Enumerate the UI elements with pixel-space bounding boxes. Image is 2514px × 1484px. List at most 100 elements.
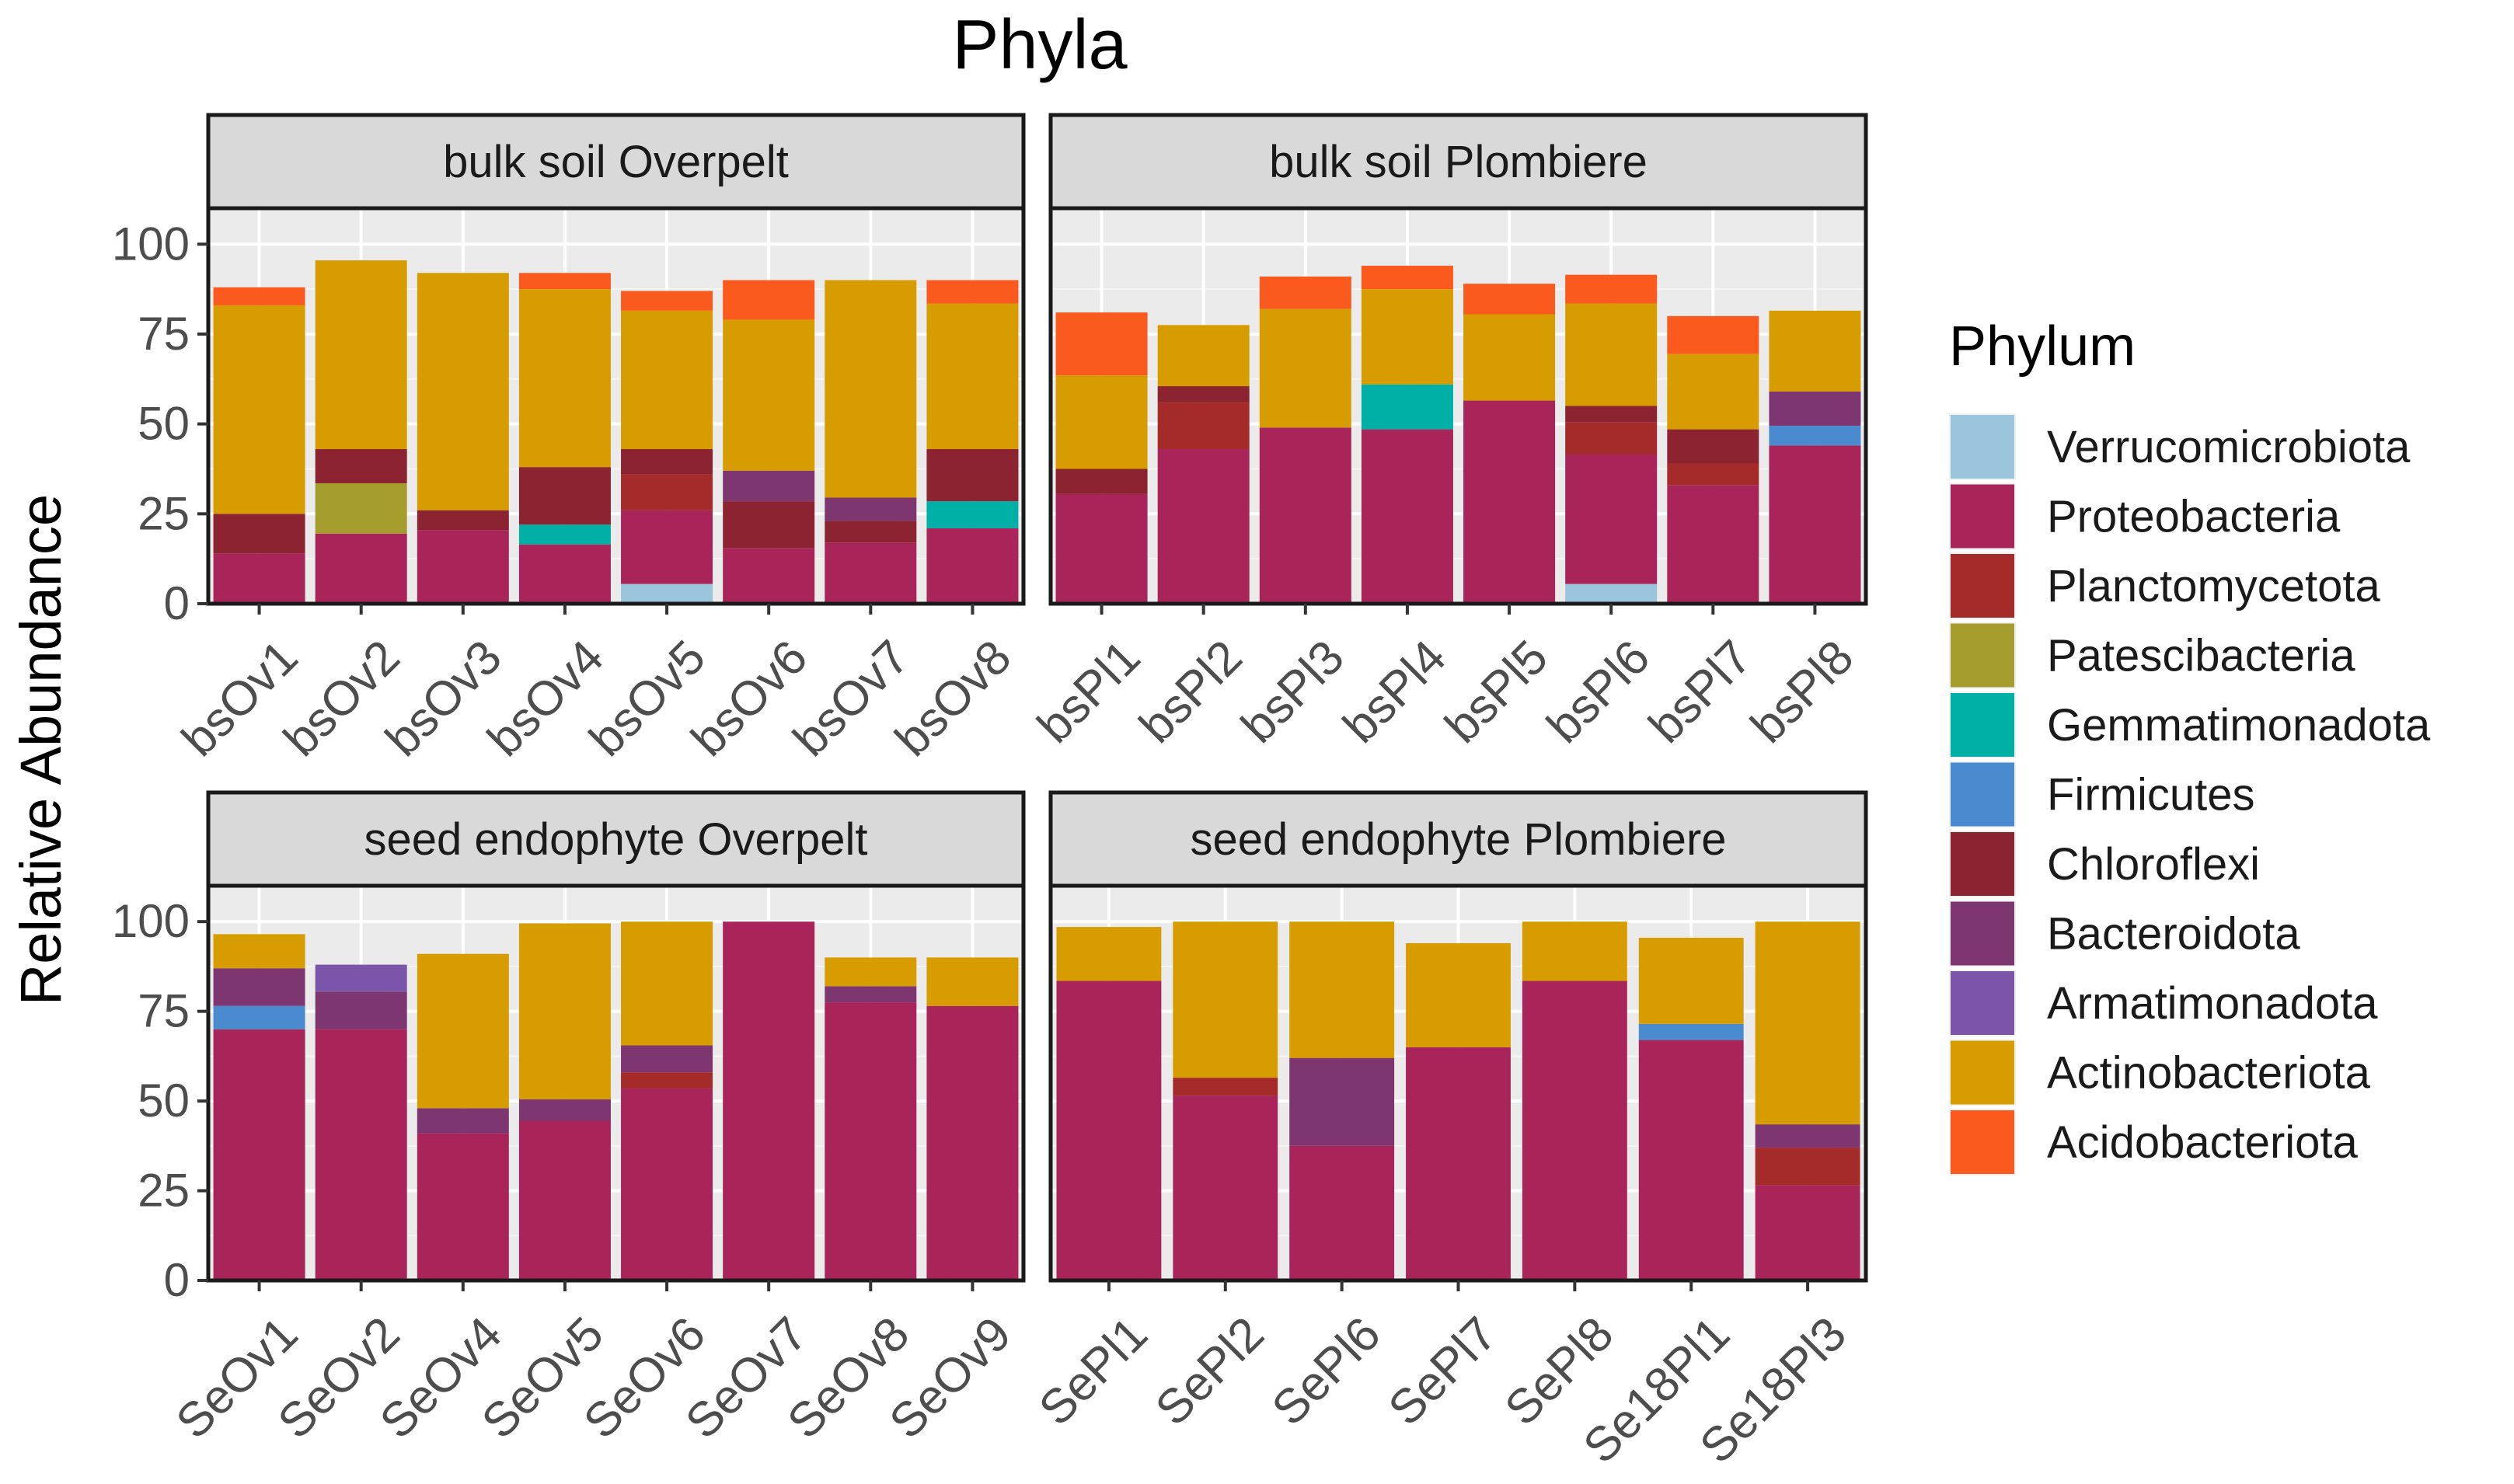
x-tick-label: SePl2 <box>1145 1307 1274 1436</box>
bar-segment <box>621 1088 713 1280</box>
bar-segment <box>926 303 1019 450</box>
bar-segment <box>1755 921 1860 1125</box>
legend-item: Armatimonadota <box>1949 970 2378 1036</box>
bar-bsOv6 <box>723 280 815 604</box>
legend-swatch <box>1951 693 2014 757</box>
panel-3: seed endophyte Overpelt0255075100SeOv1Se… <box>112 790 1026 1449</box>
bar-bsPl2 <box>1157 325 1250 604</box>
bar-segment <box>1259 308 1351 428</box>
bar-segment <box>1565 583 1658 604</box>
y-tick-label: 25 <box>138 487 190 539</box>
bar-segment <box>1289 1145 1395 1280</box>
legend-swatch <box>1951 484 2014 549</box>
bar-Se18Pl3 <box>1755 921 1860 1280</box>
bar-segment <box>1157 402 1250 450</box>
bar-segment <box>621 1045 713 1073</box>
y-tick-label: 75 <box>138 308 190 360</box>
x-tick-label: bsPl8 <box>1741 630 1864 753</box>
bar-segment <box>723 280 815 320</box>
bar-SeOv6 <box>621 921 713 1280</box>
bar-segment <box>1638 1023 1744 1040</box>
bar-segment <box>926 449 1019 502</box>
bar-segment <box>1289 921 1395 1058</box>
bar-bsOv4 <box>518 273 611 604</box>
bar-segment <box>315 482 407 534</box>
x-tick-label: bsOv8 <box>885 630 1022 767</box>
bar-segment <box>1406 1047 1511 1280</box>
bar-segment <box>518 1099 611 1121</box>
bar-segment <box>825 957 917 987</box>
bar-segment <box>1289 1057 1395 1146</box>
x-tick-label: bsPl4 <box>1333 630 1456 753</box>
legend-label: Firmicutes <box>2047 770 2254 820</box>
y-tick-label: 0 <box>164 1254 190 1306</box>
panel-1: bulk soil Overpelt0255075100bsOv1bsOv2bs… <box>112 113 1026 767</box>
bar-segment <box>1667 315 1759 354</box>
legend-label: Planctomycetota <box>2047 561 2381 611</box>
bar-segment <box>621 1072 713 1089</box>
panel-4: seed endophyte Plombiere SePl1SePl2SePl6S… <box>1029 790 1868 1474</box>
bar-segment <box>315 449 407 483</box>
legend-label: Patescibacteria <box>2047 631 2355 681</box>
legend-label: Bacteroidota <box>2047 909 2300 960</box>
bar-segment <box>1565 454 1658 584</box>
bar-segment <box>1361 266 1453 290</box>
legend-label: Proteobacteria <box>2047 492 2341 542</box>
bar-segment <box>621 921 713 1046</box>
bar-segment <box>1755 1124 1860 1148</box>
bar-segment <box>1056 981 1162 1280</box>
bar-segment <box>926 957 1019 1006</box>
x-tick-label: bsPl3 <box>1231 630 1354 753</box>
bar-segment <box>926 1005 1019 1280</box>
bar-bsPl4 <box>1361 266 1453 604</box>
facet-strip <box>206 113 1026 211</box>
bar-bsOv3 <box>417 273 509 604</box>
x-tick-label: bsOv6 <box>682 630 818 767</box>
bar-segment <box>1565 406 1658 423</box>
x-tick-label: bsPl5 <box>1435 630 1558 753</box>
facet-strip-label: seed endophyte Overpelt <box>364 814 867 865</box>
y-tick-label: 50 <box>138 1075 190 1127</box>
x-tick-label: SePl1 <box>1029 1307 1158 1436</box>
bar-bsOv8 <box>926 280 1019 604</box>
bar-bsPl6 <box>1565 274 1658 604</box>
bar-bsOv5 <box>621 291 713 604</box>
bar-segment <box>213 514 305 554</box>
legend-item: Verrucomicrobiota <box>1949 413 2411 480</box>
legend: Phylum Verrucomicrobiota Proteobacteria Pl… <box>1949 315 2431 1176</box>
bar-segment <box>518 1120 611 1280</box>
bar-segment <box>1157 325 1250 387</box>
x-tick-label: SePl7 <box>1379 1307 1508 1436</box>
bar-segment <box>1522 921 1627 981</box>
bar-segment <box>825 280 917 498</box>
bar-segment <box>1565 422 1658 455</box>
bar-bsPl5 <box>1463 284 1556 604</box>
bar-segment <box>1055 469 1148 494</box>
bar-segment <box>315 533 407 604</box>
bar-segment <box>1667 485 1759 604</box>
y-tick-label: 0 <box>164 577 190 629</box>
facet-strip-label: bulk soil Plombiere <box>1269 137 1648 187</box>
bar-segment <box>1259 276 1351 309</box>
bar-SeOv7 <box>723 921 815 1280</box>
legend-label: Verrucomicrobiota <box>2047 422 2411 472</box>
legend-swatch <box>1951 1040 2014 1105</box>
x-tick-label: bsOv3 <box>375 630 512 767</box>
legend-item: Bacteroidota <box>1949 900 2300 967</box>
legend-item: Gemmatimonadota <box>1949 691 2431 758</box>
legend-swatch <box>1951 901 2014 966</box>
bar-segment <box>1463 314 1556 401</box>
bar-segment <box>825 1002 917 1280</box>
bar-segment <box>1769 391 1861 426</box>
y-tick-label: 50 <box>138 398 190 450</box>
bar-segment <box>518 544 611 604</box>
bar-segment <box>1638 1040 1744 1280</box>
bar-bsOv2 <box>315 260 407 604</box>
bar-segment <box>1173 1096 1278 1280</box>
bar-segment <box>1463 400 1556 604</box>
bar-segment <box>825 521 917 543</box>
bar-SePl7 <box>1406 942 1511 1280</box>
bar-segment <box>1259 427 1351 604</box>
legend-swatch <box>1951 415 2014 479</box>
